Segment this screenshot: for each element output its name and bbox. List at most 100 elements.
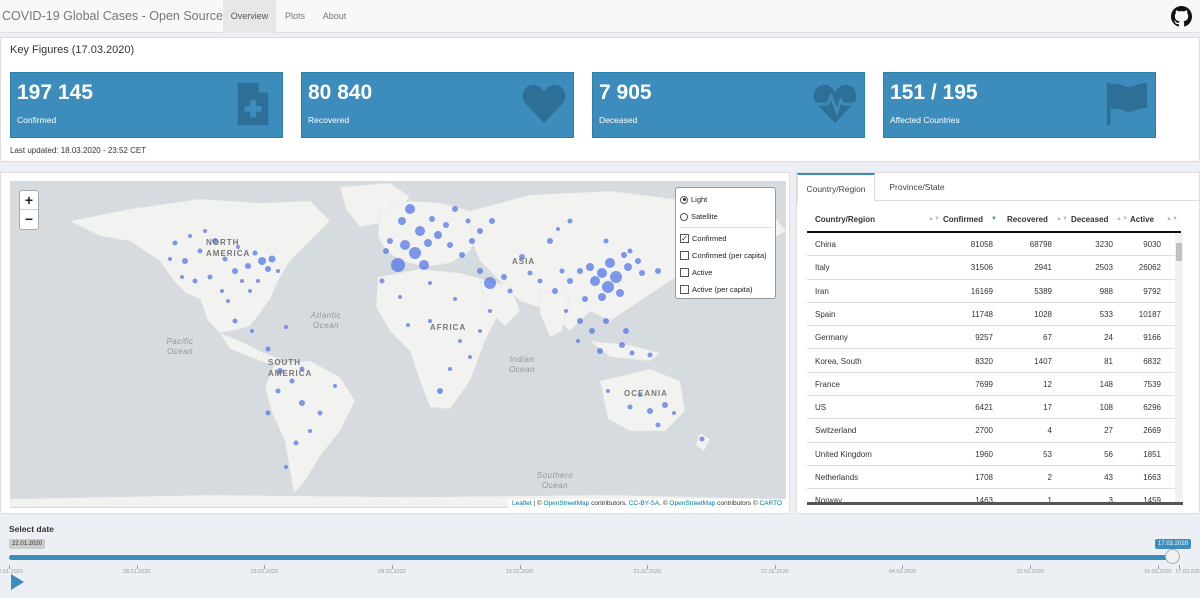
overlay-active[interactable]: Active bbox=[680, 264, 771, 281]
slider-tick bbox=[647, 565, 649, 569]
checkbox-active-per-capita[interactable] bbox=[680, 285, 689, 294]
last-updated-text: Last updated: 18.03.2020 - 23:52 CET bbox=[10, 146, 147, 155]
cell-number: 148 bbox=[1099, 379, 1113, 389]
slider-track[interactable] bbox=[9, 555, 1179, 560]
deceased-label: Deceased bbox=[599, 115, 638, 125]
layer-light[interactable]: Light bbox=[680, 191, 771, 208]
tab-country-region[interactable]: Country/Region bbox=[797, 173, 875, 202]
cell-country: China bbox=[815, 240, 836, 249]
cell-number: 24 bbox=[1104, 333, 1113, 343]
app-title[interactable]: COVID-19 Global Cases - Open Source Vers… bbox=[2, 9, 269, 23]
label-south-america-text: SOUTH AMERICA bbox=[268, 358, 313, 378]
label-southern-ocean: Southern Ocean bbox=[536, 471, 574, 490]
table-row[interactable]: Germany 9257 67 24 9166 bbox=[807, 326, 1181, 350]
table-row[interactable]: Switzerland 2700 4 27 2669 bbox=[807, 419, 1181, 443]
slider-tick bbox=[519, 565, 521, 569]
overlay-active-per-capita-label: Active (per capita) bbox=[692, 285, 753, 294]
table-panel: Country/Region Province/State Country/Re… bbox=[796, 172, 1200, 514]
cell-number: 5389 bbox=[1034, 286, 1052, 296]
scrollbar-thumb[interactable] bbox=[1176, 243, 1182, 261]
confirmed-label: Confirmed bbox=[17, 115, 57, 125]
label-pacific-ocean: Pacific Ocean bbox=[166, 337, 194, 356]
layer-satellite[interactable]: Satellite bbox=[680, 208, 771, 225]
overlay-confirmed-per-capita[interactable]: Confirmed (per capita) bbox=[680, 247, 771, 264]
flag-icon bbox=[1106, 82, 1148, 126]
col-recovered[interactable]: Recovered bbox=[1007, 207, 1052, 233]
cell-number: 53 bbox=[1043, 449, 1052, 459]
radio-light[interactable] bbox=[680, 195, 688, 204]
recovered-value: 80 840 bbox=[308, 81, 373, 104]
table-horizontal-scrollbar[interactable] bbox=[807, 502, 1183, 505]
leaflet-link[interactable]: Leaflet bbox=[512, 500, 532, 507]
navbar: COVID-19 Global Cases - Open Source Vers… bbox=[0, 0, 1200, 33]
cell-number: 81 bbox=[1104, 356, 1113, 366]
col-confirmed[interactable]: Confirmed bbox=[943, 207, 993, 233]
table-row[interactable]: Iran 16169 5389 988 9792 bbox=[807, 280, 1181, 303]
radio-satellite[interactable] bbox=[680, 212, 688, 221]
cell-number: 6296 bbox=[1143, 403, 1161, 413]
overlay-active-per-capita[interactable]: Active (per capita) bbox=[680, 281, 771, 298]
deceased-value: 7 905 bbox=[599, 81, 652, 104]
slider-tick-label: 16.03.2020 bbox=[1143, 569, 1172, 575]
cell-number: 12 bbox=[1043, 379, 1052, 389]
table-row[interactable]: Italy 31506 2941 2503 26062 bbox=[807, 256, 1181, 280]
slider-tick-label: 10.03.2020 bbox=[1016, 569, 1044, 575]
play-icon[interactable] bbox=[11, 574, 24, 590]
cell-number: 67 bbox=[1043, 333, 1052, 343]
cell-number: 1708 bbox=[975, 473, 993, 482]
tab-plots[interactable]: Plots bbox=[284, 11, 305, 21]
world-map[interactable]: NORTH AMERICA SOUTH AMERICA ASIA AFRICA … bbox=[10, 181, 786, 508]
slider-tick bbox=[902, 565, 904, 569]
table-row[interactable]: France 7699 12 148 7539 bbox=[807, 373, 1181, 397]
value-box-confirmed: 197 145 Confirmed bbox=[10, 72, 283, 138]
table-row[interactable]: United Kingdom 1960 53 56 1851 bbox=[807, 443, 1181, 466]
tab-overview[interactable]: Overview bbox=[223, 0, 276, 33]
table-row[interactable]: Netherlands 1708 2 43 1663 bbox=[807, 466, 1181, 490]
checkbox-confirmed[interactable]: ✓ bbox=[680, 234, 689, 243]
cell-number: 3230 bbox=[1095, 240, 1113, 249]
label-atlantic-ocean: Atlantic Ocean bbox=[310, 311, 342, 330]
cc-by-sa-link[interactable]: CC-BY-SA bbox=[628, 500, 660, 507]
table-row[interactable]: China 81058 68798 3230 9030 bbox=[807, 233, 1181, 257]
cell-number: 1960 bbox=[975, 449, 993, 459]
overlay-confirmed[interactable]: ✓ Confirmed bbox=[680, 230, 771, 247]
col-deceased[interactable]: Deceased bbox=[1071, 207, 1113, 233]
checkbox-active[interactable] bbox=[680, 268, 689, 277]
cell-number: 1459 bbox=[1143, 496, 1161, 503]
attrib-mid3: contributors © bbox=[715, 500, 760, 507]
cell-number: 3 bbox=[1108, 496, 1113, 503]
tab-province-state[interactable]: Province/State bbox=[889, 182, 945, 192]
slider-value-label: 17.03.2020 bbox=[1155, 539, 1192, 549]
cell-number: 108 bbox=[1099, 403, 1113, 413]
sort-desc-icon: ▼ bbox=[991, 216, 997, 222]
zoom-out-button[interactable]: − bbox=[24, 211, 34, 227]
tab-about[interactable]: About bbox=[322, 11, 347, 21]
osm-link-2[interactable]: OpenStreetMap bbox=[669, 500, 716, 507]
col-active[interactable]: Active bbox=[1130, 207, 1160, 233]
zoom-in-button[interactable]: + bbox=[20, 191, 38, 210]
case-markers[interactable] bbox=[168, 204, 705, 469]
cell-number: 1663 bbox=[1143, 473, 1161, 482]
table-vertical-scrollbar[interactable] bbox=[1175, 233, 1183, 504]
osm-link[interactable]: OpenStreetMap bbox=[543, 500, 590, 507]
sort-icon: ▲▼ bbox=[928, 216, 940, 222]
cell-number: 7539 bbox=[1143, 379, 1161, 389]
table-row[interactable]: US 6421 17 108 6296 bbox=[807, 396, 1181, 420]
table-row[interactable]: Norway 1463 1 3 1459 bbox=[807, 489, 1181, 503]
table-row[interactable]: Spain 11748 1028 533 10187 bbox=[807, 303, 1181, 327]
cell-number: 9257 bbox=[975, 333, 993, 343]
github-icon[interactable] bbox=[1171, 6, 1192, 27]
slider-handle[interactable] bbox=[1165, 549, 1180, 564]
label-indian-ocean: Indian Ocean bbox=[508, 355, 536, 374]
table-row[interactable]: Korea, South 8320 1407 81 6832 bbox=[807, 350, 1181, 373]
sort-icon: ▲▼ bbox=[1166, 216, 1178, 222]
col-confirmed-label: Confirmed bbox=[943, 215, 983, 224]
col-country-region[interactable]: Country/Region bbox=[815, 207, 935, 233]
sort-icon: ▲▼ bbox=[1056, 216, 1068, 222]
checkbox-confirmed-per-capita[interactable] bbox=[680, 251, 689, 260]
carto-link[interactable]: CARTO bbox=[759, 500, 782, 507]
slider-tick bbox=[1030, 565, 1032, 569]
col-recovered-label: Recovered bbox=[1007, 215, 1048, 224]
cell-number: 7699 bbox=[975, 379, 993, 389]
cell-number: 26062 bbox=[1138, 263, 1161, 273]
